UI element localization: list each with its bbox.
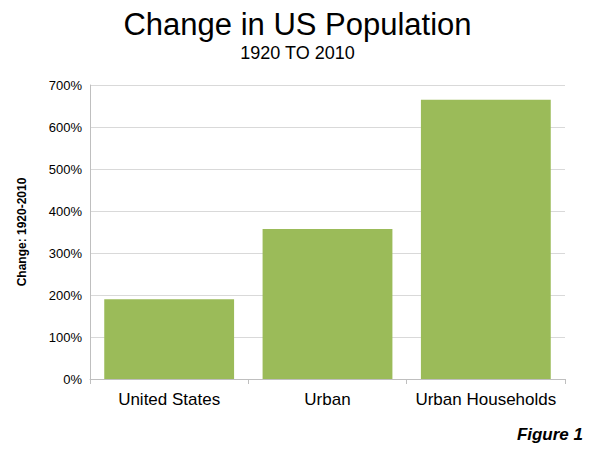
svg-text:200%: 200% [49, 288, 83, 303]
svg-text:United States: United States [118, 390, 220, 409]
svg-text:300%: 300% [49, 246, 83, 261]
svg-text:400%: 400% [49, 204, 83, 219]
svg-text:Urban: Urban [304, 390, 350, 409]
svg-text:Change in US Population: Change in US Population [123, 7, 471, 42]
svg-text:Change: 1920-2010: Change: 1920-2010 [15, 177, 29, 286]
svg-text:600%: 600% [49, 120, 83, 135]
svg-text:500%: 500% [49, 162, 83, 177]
svg-text:Urban Households: Urban Households [415, 390, 556, 409]
svg-text:0%: 0% [63, 372, 82, 387]
svg-text:700%: 700% [49, 78, 83, 93]
svg-text:100%: 100% [49, 330, 83, 345]
svg-text:1920 TO 2010: 1920 TO 2010 [240, 43, 354, 63]
svg-text:Figure 1: Figure 1 [517, 425, 583, 444]
